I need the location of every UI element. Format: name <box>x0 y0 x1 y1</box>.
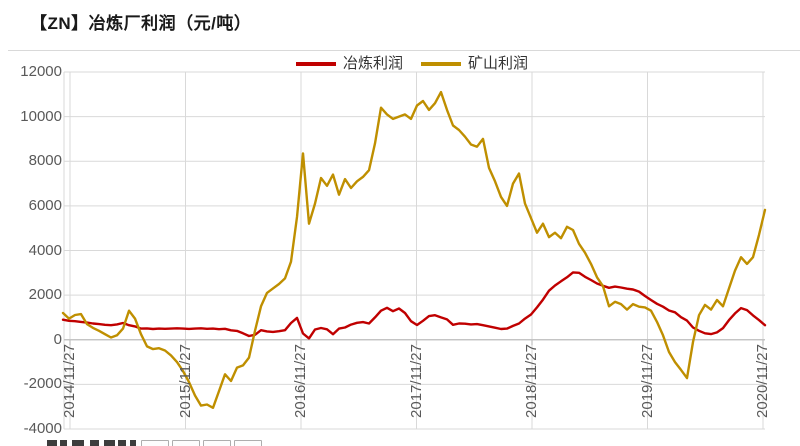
chart-legend: 冶炼利润 矿山利润 <box>296 55 528 73</box>
x-tick-label: 2018/11/27 <box>523 344 540 418</box>
clipped-box-fragment <box>172 440 200 446</box>
clipped-text-fragment <box>130 440 136 446</box>
mine-profit-line <box>61 90 767 409</box>
y-tick-label: -4000 <box>23 420 62 437</box>
page-title: 【ZN】冶炼厂利润（元/吨） <box>30 14 252 33</box>
clipped-text-fragment <box>118 440 126 446</box>
clipped-text-fragment <box>47 440 57 446</box>
smelting-profit-line <box>61 271 767 340</box>
clipped-text-fragment <box>104 440 115 446</box>
mine-profit-line-swatch <box>421 62 462 66</box>
y-tick-label: 12000 <box>20 63 62 80</box>
clipped-next-row <box>0 438 800 446</box>
y-tick-label: 6000 <box>28 196 62 214</box>
clipped-text-fragment <box>60 440 67 446</box>
x-tick-label: 2017/11/27 <box>407 344 425 418</box>
clipped-box-fragment <box>203 440 231 446</box>
x-tick-label: 2014/11/27 <box>61 344 78 418</box>
clipped-text-fragment <box>72 440 84 446</box>
y-tick-label: 10000 <box>20 107 62 125</box>
y-tick-label: -2000 <box>23 375 62 393</box>
x-tick-label: 2020/11/27 <box>754 344 771 418</box>
y-tick-label: 0 <box>53 330 62 348</box>
smelting-profit-line-swatch <box>296 62 336 66</box>
y-tick-label: 8000 <box>28 152 62 170</box>
clipped-box-fragment <box>234 440 262 446</box>
x-tick-label: 2019/11/27 <box>638 344 656 418</box>
legend-label: 冶炼利润 <box>343 55 404 72</box>
clipped-box-fragment <box>141 440 169 446</box>
y-tick-label: 4000 <box>28 241 62 259</box>
legend-item-mine-profit: 矿山利润 <box>421 55 528 73</box>
clipped-text-fragment <box>90 440 99 446</box>
title-divider <box>8 50 800 51</box>
legend-label: 矿山利润 <box>468 55 529 72</box>
x-tick-label: 2016/11/27 <box>292 344 309 418</box>
y-tick-label: 2000 <box>28 286 62 304</box>
legend-item-smelting-profit: 冶炼利润 <box>296 55 403 73</box>
x-tick-label: 2015/11/27 <box>176 344 194 418</box>
